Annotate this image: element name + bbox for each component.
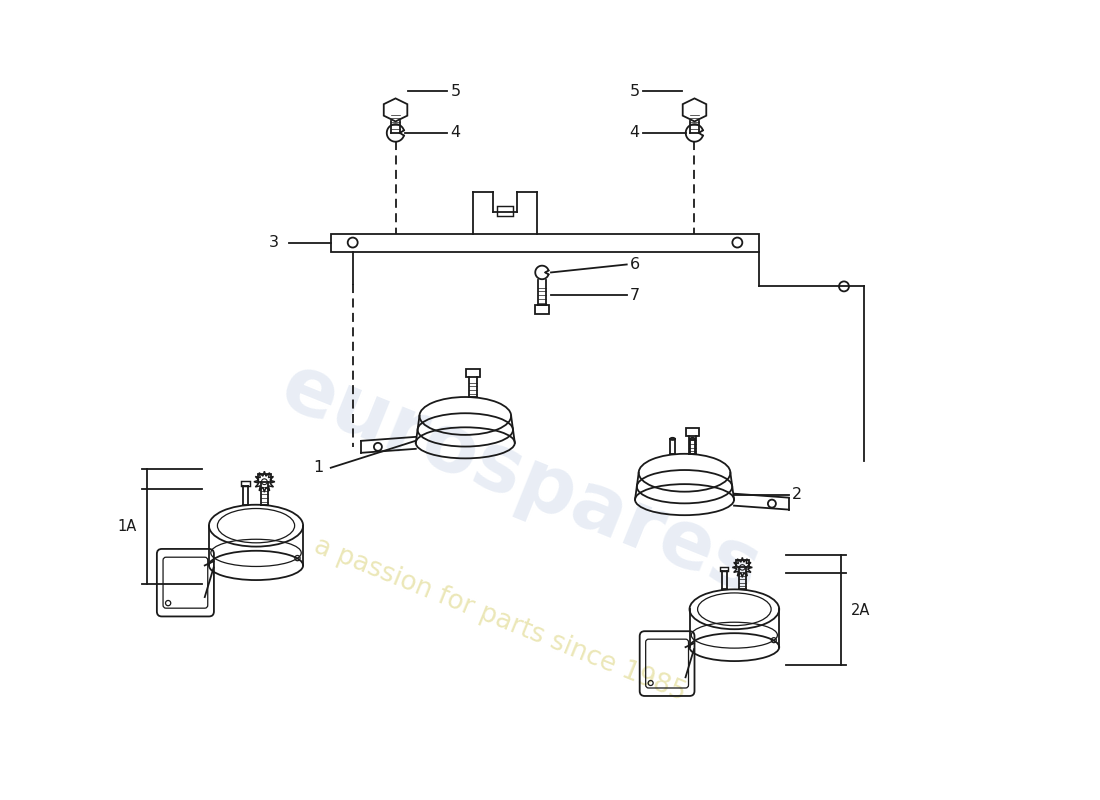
Bar (497, 206, 513, 216)
Text: 5: 5 (450, 83, 461, 98)
Text: 1: 1 (314, 460, 323, 475)
Bar (720, 567, 728, 571)
Bar (257, 474, 272, 482)
Bar (466, 369, 481, 377)
Text: 1A: 1A (118, 519, 136, 534)
Text: 6: 6 (629, 257, 640, 272)
Bar (535, 306, 549, 314)
Bar (241, 481, 250, 486)
Text: 4: 4 (450, 126, 461, 141)
Text: eurospares: eurospares (270, 348, 771, 611)
Text: 7: 7 (629, 288, 640, 303)
Text: a passion for parts since 1985: a passion for parts since 1985 (310, 533, 690, 706)
Bar (331, 234, 759, 251)
Text: 4: 4 (629, 126, 640, 141)
Bar (736, 560, 749, 567)
Text: 2A: 2A (851, 602, 870, 618)
Text: 3: 3 (268, 235, 279, 250)
Text: 5: 5 (629, 83, 640, 98)
Bar (685, 428, 700, 436)
Text: 2: 2 (792, 487, 802, 502)
